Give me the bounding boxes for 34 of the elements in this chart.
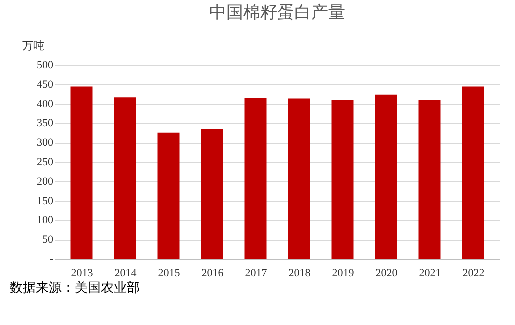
y-tick-label: 200 [37, 176, 54, 188]
source-note: 数据来源：美国农业部 [10, 280, 140, 295]
bar [158, 132, 180, 259]
y-tick-label: 50 [42, 234, 54, 246]
bar [201, 129, 224, 259]
x-tick-label: 2013 [71, 268, 94, 280]
y-tick-label: - [50, 254, 54, 266]
bar [114, 98, 136, 259]
y-tick-label: 150 [37, 195, 54, 208]
x-tick-label: 2019 [332, 268, 355, 280]
x-tick-label: 2021 [419, 268, 442, 280]
bar [332, 100, 354, 259]
x-tick-label: 2015 [158, 268, 181, 280]
chart-title: 中国棉籽蛋白产量 [210, 3, 346, 22]
y-tick-label: 500 [37, 60, 54, 72]
x-tick-label: 2018 [288, 268, 312, 280]
y-tick-label: 250 [37, 156, 54, 168]
y-axis-title: 万吨 [22, 40, 44, 52]
x-tick-label: 2014 [114, 268, 138, 280]
y-tick-label: 350 [37, 118, 54, 130]
x-tick-label: 2017 [245, 268, 268, 280]
y-tick-label: 450 [37, 78, 54, 91]
x-tick-label: 2016 [202, 268, 224, 280]
x-tick-label: 2020 [376, 268, 398, 280]
bar [418, 100, 441, 259]
bar [244, 98, 267, 259]
bar [462, 86, 484, 259]
y-tick-label: 300 [37, 137, 54, 150]
bar [70, 86, 93, 259]
bar [375, 94, 398, 259]
x-tick-label: 2022 [462, 268, 485, 280]
y-tick-label: 100 [37, 214, 54, 227]
bar [288, 98, 310, 259]
y-tick-label: 400 [37, 98, 54, 110]
